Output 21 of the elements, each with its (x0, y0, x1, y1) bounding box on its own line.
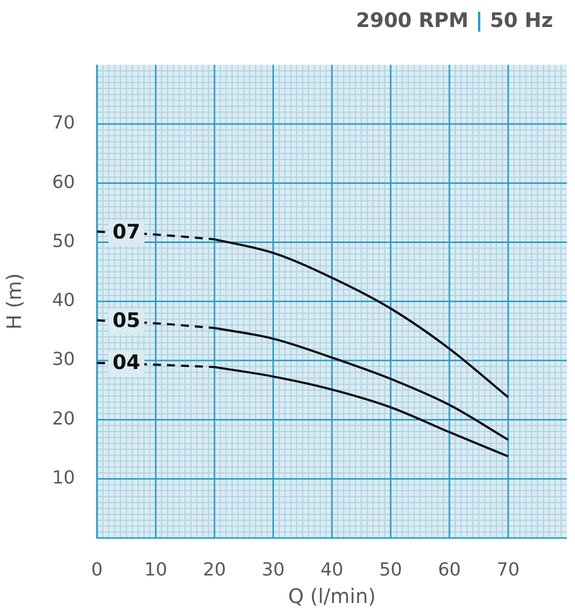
x-tick-label: 40 (320, 559, 344, 580)
y-tick-label: 70 (52, 112, 75, 134)
series-label: 07 (112, 219, 140, 244)
y-tick-label: 10 (52, 468, 75, 489)
x-tick-label: 60 (438, 559, 461, 580)
series-label: 05 (112, 308, 140, 332)
x-tick-label: 50 (379, 559, 402, 580)
series-label: 04 (112, 350, 140, 374)
chart-title: 2900 RPM | 50 Hz (356, 8, 553, 32)
y-tick-label: 20 (52, 408, 75, 430)
y-tick-label: 50 (52, 230, 75, 252)
x-axis-title: Q (l/min) (288, 584, 376, 608)
x-tick-label: 0 (91, 559, 103, 580)
y-tick-label: 30 (52, 349, 75, 370)
x-tick-label: 20 (203, 559, 226, 580)
y-axis-title: H (m) (2, 273, 26, 330)
x-tick-label: 10 (144, 559, 168, 580)
x-tick-label: 70 (496, 559, 520, 580)
y-tick-label: 40 (52, 290, 75, 312)
y-tick-label: 60 (52, 172, 75, 193)
x-tick-label: 30 (262, 559, 285, 580)
